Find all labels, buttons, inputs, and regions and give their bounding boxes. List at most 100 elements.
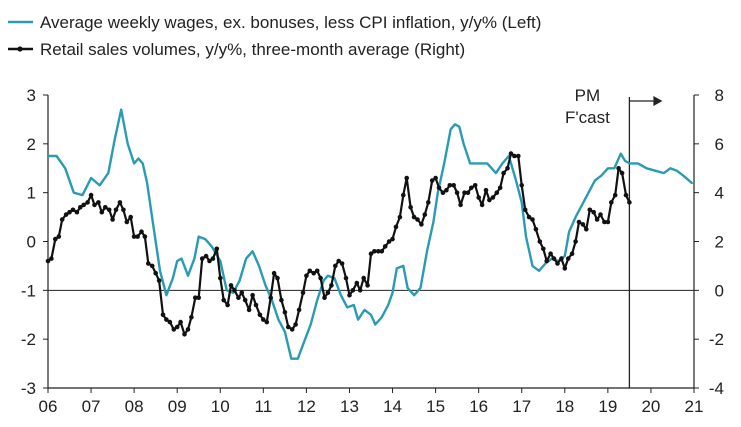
x-tick-label: 08 [125,397,144,416]
retail-point [541,246,546,252]
retail-point [167,319,173,325]
retail-point [228,283,234,288]
retail-point [49,256,54,261]
x-tick-label: 14 [383,397,402,416]
retail-point [142,234,148,239]
retail-point [354,280,360,286]
retail-point [433,175,438,181]
retail-point [314,268,320,274]
x-tick-label: 09 [168,397,187,416]
retail-point [45,258,51,264]
retail-point [307,268,313,274]
retail-point [131,234,137,239]
retail-point [451,183,457,188]
y-right-tick-label: 8 [715,86,724,105]
retail-point [393,224,399,230]
y-left-tick-label: 0 [27,233,36,252]
retail-point [88,192,94,198]
retail-point [551,256,557,261]
y-left-tick-label: 1 [27,184,36,203]
retail-point [379,249,385,254]
retail-point [156,278,162,283]
retail-point [199,256,205,261]
retail-point [53,236,58,242]
retail-point [70,207,76,213]
retail-point [221,297,226,303]
y-left-tick-label: 2 [27,135,36,154]
y-left-tick-label: 3 [27,86,36,105]
retail-point [584,227,589,232]
y-right-tick-label: -4 [709,379,724,398]
retail-point [85,200,90,205]
retail-point [135,234,140,239]
x-tick-label: 15 [426,397,445,416]
retail-point [343,275,349,281]
retail-series-line [46,152,631,336]
retail-point [124,219,130,225]
retail-point [508,151,514,156]
x-tick-label: 12 [297,397,316,416]
retail-point [426,200,431,205]
retail-point [415,217,420,222]
retail-point [365,283,370,288]
retail-point [232,288,237,293]
retail-point [530,217,535,222]
retail-point [401,192,406,198]
retail-point [587,207,593,213]
retail-point [286,324,291,330]
retail-point [472,183,478,188]
retail-point [153,270,158,276]
retail-point [476,195,482,200]
retail-point [497,185,503,191]
retail-point [368,251,374,256]
retail-point [512,153,517,159]
retail-point [465,190,471,195]
retail-point [605,219,611,225]
retail-point [174,324,180,330]
retail-point [602,219,607,225]
retail-point [67,209,72,215]
retail-point [74,209,80,215]
y-left-tick-label: -1 [21,281,36,300]
retail-point [447,183,453,188]
retail-point [487,197,492,203]
retail-point [494,190,500,195]
retail-point [559,256,564,261]
retail-point [573,239,578,244]
retail-point [519,183,524,188]
retail-point [347,292,352,298]
y-right-tick-label: -2 [709,330,724,349]
retail-point [225,302,230,308]
retail-point [146,261,151,266]
forecast-arrow-head-icon [653,96,663,106]
retail-point [110,217,115,222]
retail-point [505,166,510,171]
retail-point [92,202,97,208]
y-left-tick-label: -3 [21,379,36,398]
retail-point [171,327,177,332]
retail-point [106,207,112,213]
retail-point [616,166,621,171]
retail-point [182,332,187,337]
retail-point [483,187,489,193]
retail-point [458,202,463,208]
y-right-tick-label: 2 [715,233,724,252]
retail-point [522,207,528,213]
retail-point [548,251,553,256]
x-tick-label: 11 [255,397,273,416]
retail-point [612,192,618,198]
retail-point [246,307,252,313]
retail-point [537,239,543,244]
retail-point [178,319,183,325]
retail-point [382,244,388,249]
y-left-tick-label: -2 [21,330,36,349]
retail-point [580,222,586,227]
retail-point [372,249,377,254]
retail-point [279,297,284,303]
retail-point [271,270,277,276]
retail-point [562,266,568,271]
retail-point [619,170,625,176]
retail-point [193,295,198,301]
retail-point [261,317,266,322]
